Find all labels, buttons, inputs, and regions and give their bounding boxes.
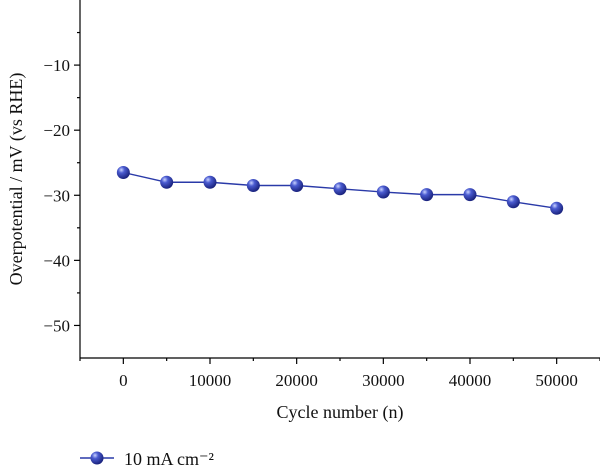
- y-tick-label: −50: [43, 316, 70, 335]
- y-tick-label: −30: [43, 186, 70, 205]
- y-axis-title: Overpotential / mV (vs RHE): [6, 73, 27, 286]
- data-point: [160, 175, 174, 189]
- legend-marker: [90, 451, 104, 465]
- data-point: [463, 188, 477, 202]
- legend-label: 10 mA cm⁻²: [124, 449, 214, 469]
- legend: 10 mA cm⁻²: [80, 449, 214, 469]
- data-point: [290, 179, 304, 193]
- data-point: [376, 185, 390, 199]
- data-point: [420, 188, 434, 202]
- data-point: [203, 175, 217, 189]
- y-tick-label: −20: [43, 121, 70, 140]
- x-tick-label: 50000: [535, 371, 578, 390]
- y-tick-label: −40: [43, 251, 70, 270]
- x-tick-label: 40000: [449, 371, 492, 390]
- y-tick-label: −10: [43, 56, 70, 75]
- data-point: [333, 182, 347, 196]
- data-point: [116, 165, 130, 179]
- axes: [79, 0, 600, 359]
- data-point: [506, 195, 520, 209]
- data-point: [550, 201, 564, 215]
- x-tick-label: 30000: [362, 371, 405, 390]
- x-tick-label: 10000: [189, 371, 232, 390]
- x-tick-label: 20000: [275, 371, 318, 390]
- x-axis-title: Cycle number (n): [277, 402, 404, 423]
- x-tick-label: 0: [119, 371, 128, 390]
- data-point: [246, 179, 260, 193]
